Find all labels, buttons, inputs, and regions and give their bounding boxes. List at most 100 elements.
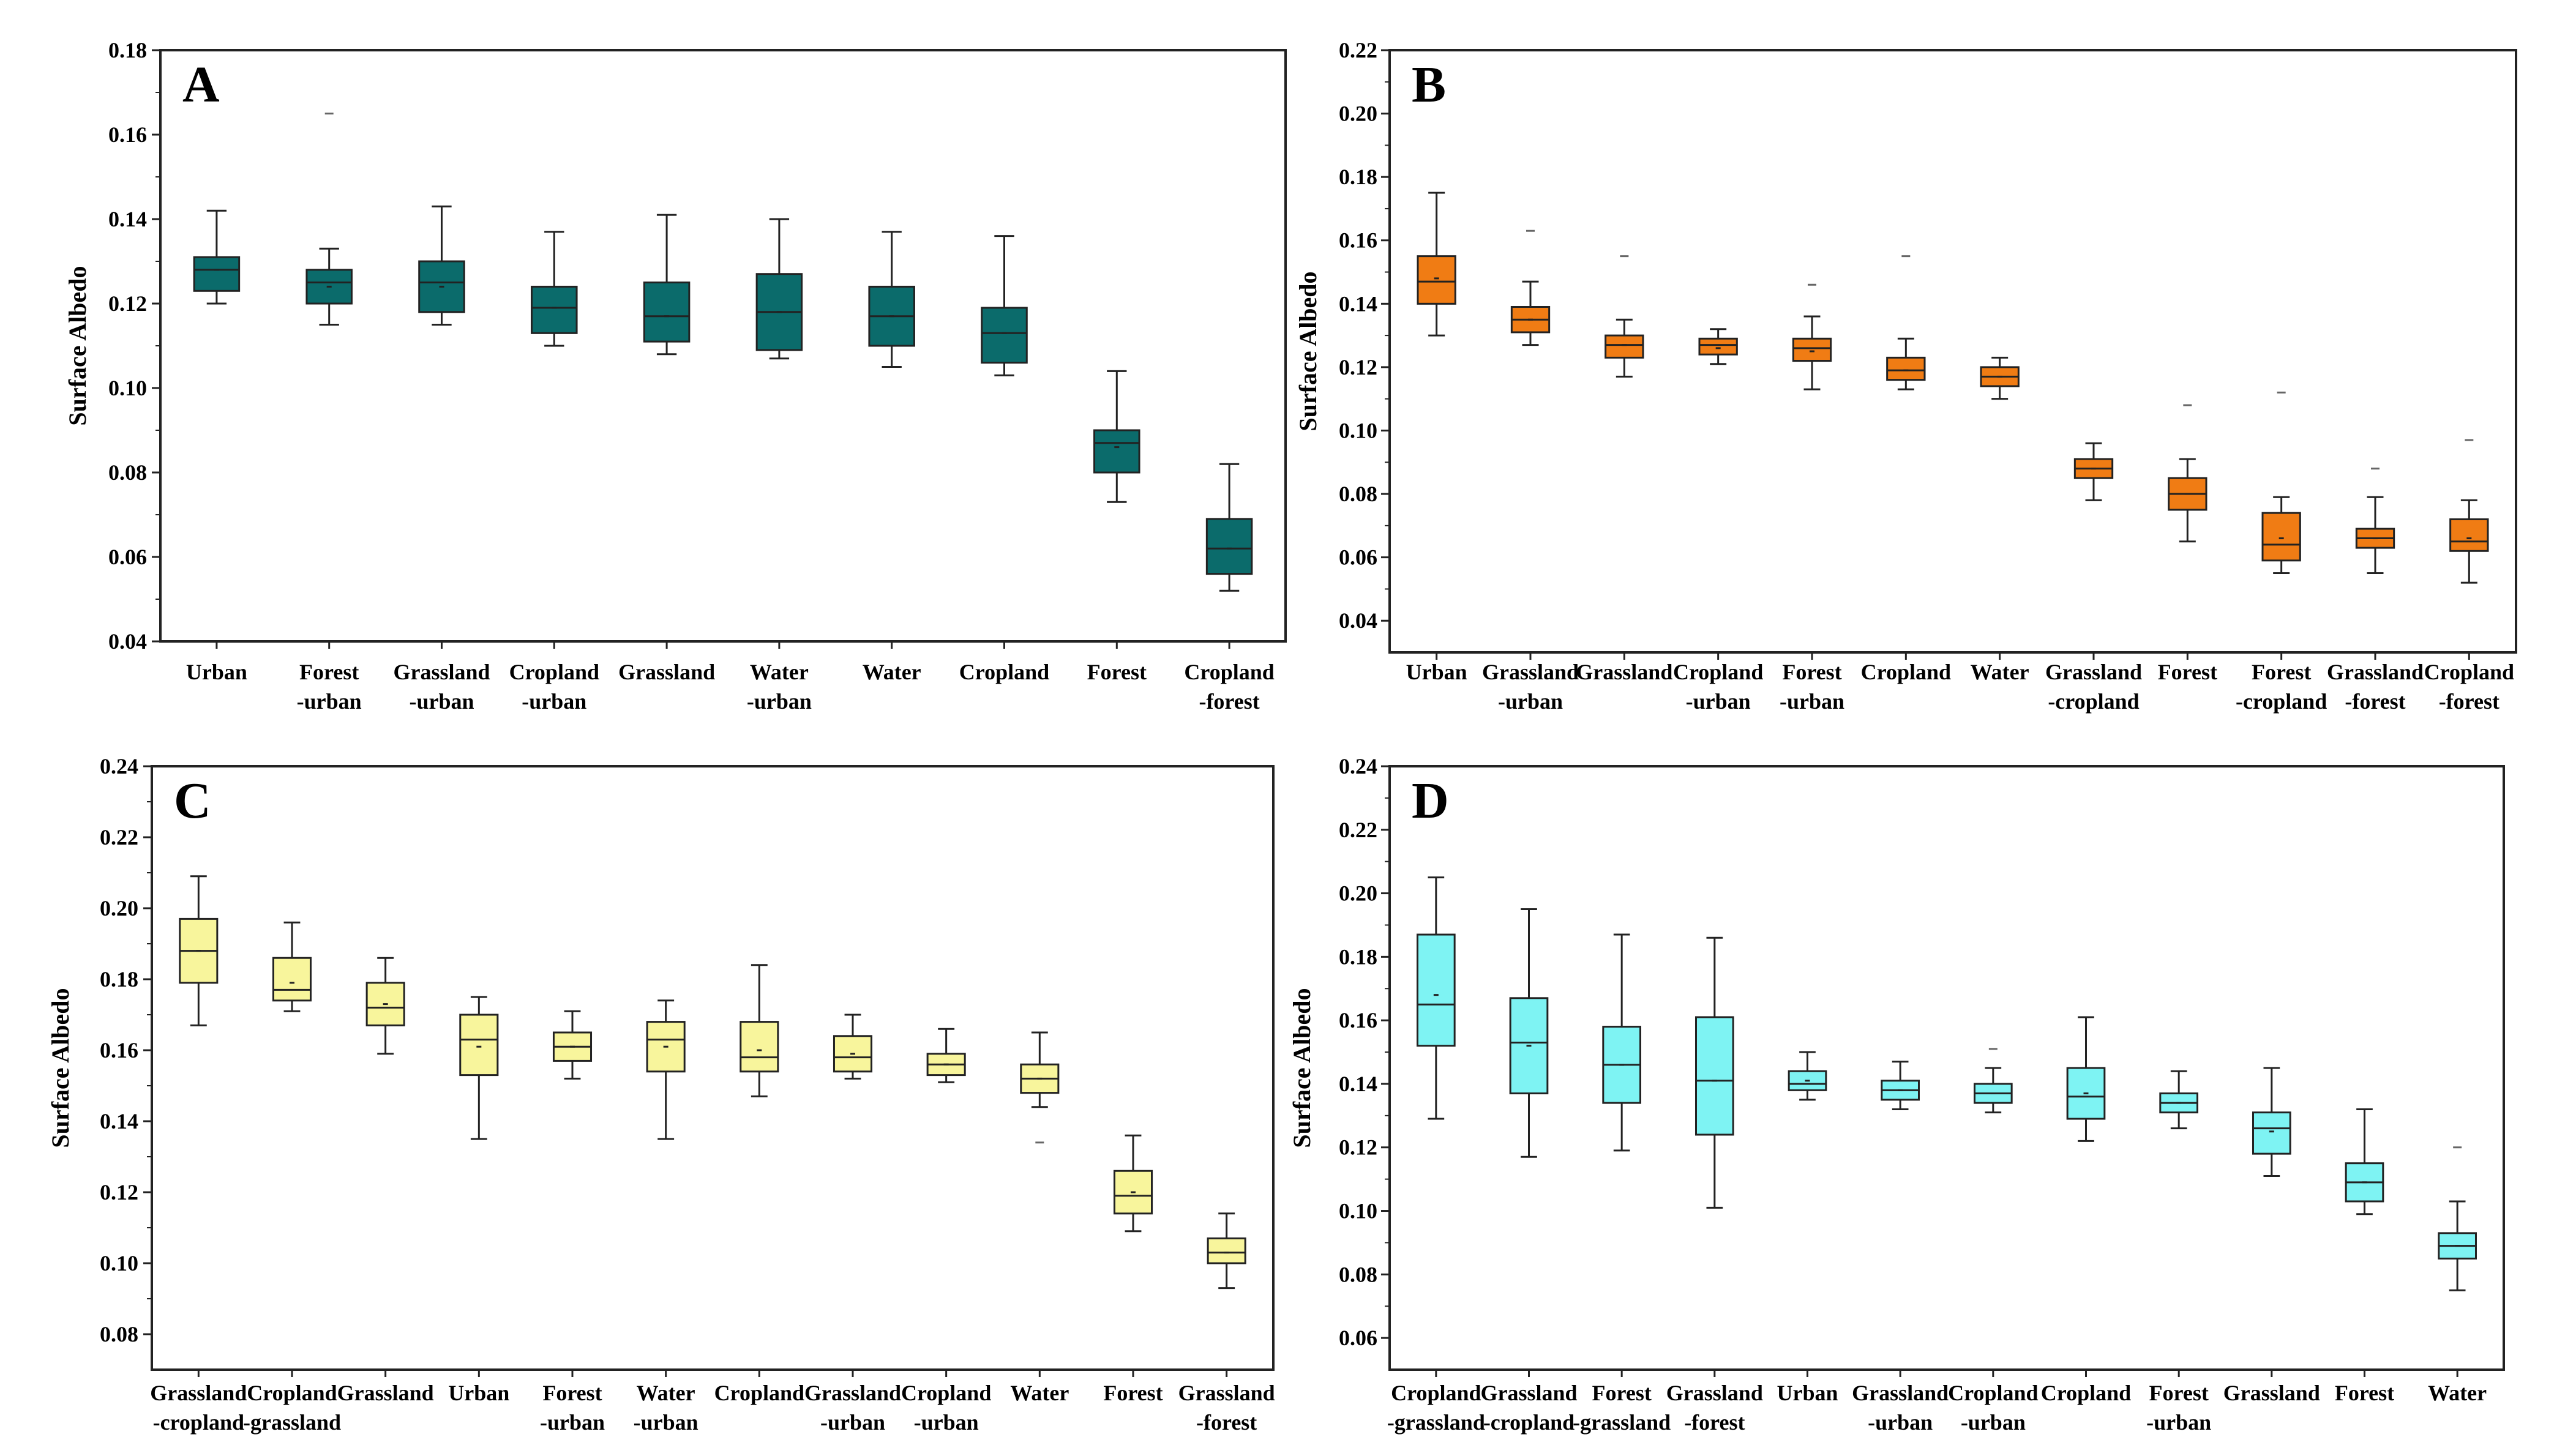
y-tick-label: 0.24 bbox=[1339, 754, 1377, 778]
y-tick-label: 0.16 bbox=[1339, 1008, 1377, 1032]
category-label: -urban bbox=[1961, 1410, 2026, 1435]
box-3: Cropland -urban bbox=[509, 231, 599, 714]
y-tick-label: 0.22 bbox=[100, 825, 138, 849]
category-label: Water bbox=[863, 660, 921, 684]
iqr-box bbox=[1698, 337, 1738, 356]
iqr-box bbox=[459, 1014, 499, 1077]
y-tick-label: 0.08 bbox=[1339, 482, 1377, 506]
y-tick-label: 0.20 bbox=[1339, 102, 1377, 126]
iqr-box bbox=[2252, 1111, 2291, 1155]
category-label: Urban bbox=[448, 1381, 509, 1405]
category-label: Grassland bbox=[1482, 660, 1579, 684]
category-label: -urban bbox=[1686, 689, 1751, 714]
box-9: Water bbox=[1010, 1031, 1069, 1405]
y-tick-label: 0.10 bbox=[1339, 418, 1377, 442]
category-label: Cropland bbox=[1184, 660, 1274, 684]
y-tick-label: 0.04 bbox=[1339, 608, 1377, 633]
plot-frame bbox=[151, 765, 1275, 1371]
panel-d: 0.06 0.08 0.10 0.12 0.14 0.16 0.18 0.20 0.22 0.24… bbox=[1288, 754, 2505, 1435]
category-label: -urban bbox=[1868, 1410, 1933, 1435]
category-label: Grassland bbox=[1480, 1381, 1577, 1405]
category-label: Water bbox=[2428, 1381, 2487, 1405]
category-label: Forest bbox=[2252, 660, 2311, 684]
category-label: -grassland bbox=[1573, 1410, 1671, 1435]
category-label: -cropland bbox=[1483, 1410, 1575, 1435]
category-label: Grassland bbox=[2223, 1381, 2320, 1405]
y-tick-label: 0.16 bbox=[100, 1038, 138, 1062]
box-8: Forest bbox=[1087, 370, 1147, 684]
box-7: Cropland bbox=[2041, 1016, 2131, 1405]
y-tick-label: 0.14 bbox=[1339, 291, 1377, 316]
category-label: Water bbox=[1010, 1381, 1069, 1405]
iqr-box bbox=[1695, 1016, 1734, 1136]
category-label: Grassland bbox=[804, 1381, 901, 1405]
category-label: Forest bbox=[1087, 660, 1147, 684]
panel-a: 0.04 0.06 0.08 0.10 0.12 0.14 0.16 0.18 Surface … bbox=[64, 38, 1287, 714]
category-label: -cropland bbox=[153, 1410, 244, 1435]
category-label: Grassland bbox=[150, 1381, 247, 1405]
iqr-box bbox=[1417, 255, 1456, 305]
panel-title: C bbox=[174, 772, 211, 829]
iqr-box bbox=[1417, 933, 1456, 1047]
box-5: Cropland bbox=[1861, 255, 1951, 684]
box-8: Cropland -urban bbox=[901, 1028, 991, 1435]
box-4: Forest -urban bbox=[1780, 283, 1844, 714]
box-6: Water bbox=[863, 231, 921, 684]
category-label: Cropland bbox=[1948, 1381, 2038, 1405]
category-label: Cropland bbox=[247, 1381, 337, 1405]
y-tick-label: 0.06 bbox=[108, 545, 147, 569]
box-2: Grassland bbox=[1576, 255, 1672, 684]
category-label: Forest bbox=[2158, 660, 2217, 684]
category-label: -urban bbox=[409, 689, 474, 714]
iqr-box bbox=[1792, 337, 1832, 362]
category-label: Water bbox=[1971, 660, 2029, 684]
category-label: Cropland bbox=[2424, 660, 2514, 684]
category-label: Cropland bbox=[714, 1381, 804, 1405]
category-label: -forest bbox=[2345, 689, 2405, 714]
box-3: Urban bbox=[448, 996, 509, 1405]
y-axis-label: Surface Albedo bbox=[1288, 988, 1316, 1148]
y-tick-label: 0.10 bbox=[108, 376, 147, 400]
y-tick-label: 0.06 bbox=[1339, 1326, 1377, 1350]
y-tick-label: 0.12 bbox=[108, 291, 147, 316]
y-tick-label: 0.14 bbox=[100, 1109, 138, 1133]
category-label: Cropland bbox=[1391, 1381, 1481, 1405]
category-label: Forest bbox=[1103, 1381, 1163, 1405]
y-tick-label: 0.08 bbox=[1339, 1262, 1377, 1286]
box-10: Grassland -forest bbox=[2327, 468, 2424, 714]
y-tick-label: 0.14 bbox=[108, 207, 147, 231]
box-0: Urban bbox=[1406, 192, 1467, 684]
box-0: Grassland -cropland bbox=[150, 875, 247, 1435]
category-label: Cropland bbox=[1673, 660, 1763, 684]
y-tick-label: 0.08 bbox=[108, 460, 147, 485]
category-label: -grassland bbox=[243, 1410, 341, 1435]
box-8: Forest -urban bbox=[2146, 1070, 2211, 1435]
box-2: Grassland bbox=[337, 957, 434, 1405]
category-label: Forest bbox=[1592, 1381, 1652, 1405]
iqr-box bbox=[981, 307, 1028, 364]
y-tick-label: 0.18 bbox=[1339, 165, 1377, 189]
box-7: Grassland -cropland bbox=[2045, 442, 2142, 714]
box-7: Grassland -urban bbox=[804, 1014, 901, 1435]
plot-frame bbox=[1388, 765, 2505, 1371]
category-label: -urban bbox=[2146, 1410, 2211, 1435]
box-1: Forest -urban bbox=[297, 113, 362, 714]
panel-c: 0.08 0.10 0.12 0.14 0.16 0.18 0.20 0.22 0.24 Surf… bbox=[47, 754, 1275, 1435]
y-axis-label: Surface Albedo bbox=[1294, 271, 1322, 431]
y-tick-label: 0.18 bbox=[108, 38, 147, 62]
box-1: Grassland -cropland bbox=[1480, 908, 1578, 1435]
box-5: Water -urban bbox=[747, 218, 812, 714]
category-label: -urban bbox=[747, 689, 812, 714]
category-label: -urban bbox=[1498, 689, 1563, 714]
box-2: Grassland -urban bbox=[393, 205, 490, 714]
y-tick-label: 0.12 bbox=[100, 1180, 138, 1204]
category-label: Cropland bbox=[509, 660, 599, 684]
category-label: -urban bbox=[1780, 689, 1844, 714]
category-label: -forest bbox=[2439, 689, 2499, 714]
category-label: Water bbox=[637, 1381, 695, 1405]
box-4: Urban bbox=[1777, 1051, 1838, 1405]
iqr-box bbox=[2261, 512, 2301, 562]
iqr-box bbox=[1207, 1237, 1246, 1264]
iqr-box bbox=[740, 1021, 779, 1073]
